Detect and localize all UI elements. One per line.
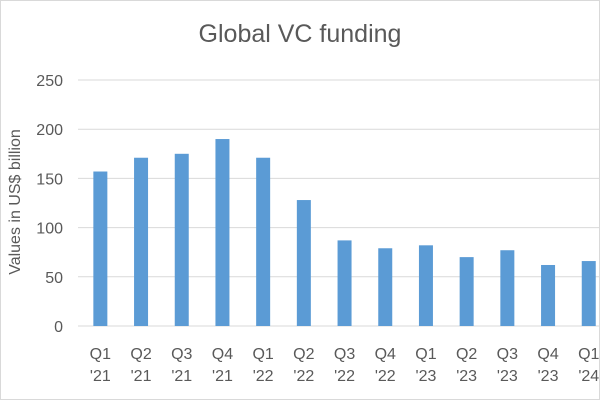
x-tick-label: Q1'21 (90, 346, 111, 385)
y-tick-label: 200 (36, 122, 63, 139)
bar (256, 157, 271, 326)
x-tick-label: Q4'23 (537, 346, 558, 385)
bars (93, 139, 596, 326)
x-tick-label: Q2'22 (293, 346, 314, 385)
x-tick-labels: Q1'21 Q2'21 Q3'21 Q4'21 Q1'22 Q2'22 Q3'22 Q4'22… (90, 346, 600, 385)
bar (93, 171, 108, 326)
x-tick-label: Q4'22 (375, 346, 396, 385)
x-tick-label: Q1'22 (252, 346, 273, 385)
x-tick-label: Q2'21 (130, 346, 151, 385)
y-tick-label: 100 (36, 221, 63, 238)
bar (337, 240, 352, 326)
y-axis-label: Values in US$ billion (7, 129, 24, 275)
x-tick-label: Q1'24 (578, 346, 599, 385)
bar (174, 153, 189, 326)
y-tick-label: 150 (36, 171, 63, 188)
x-tick-label: Q3'22 (334, 346, 355, 385)
y-tick-label: 0 (54, 319, 63, 336)
x-tick-label: Q2'23 (456, 346, 477, 385)
x-tick-label: Q3'23 (497, 346, 518, 385)
y-tick-label: 250 (36, 73, 63, 90)
bar (215, 139, 230, 326)
x-tick-label: Q1'23 (415, 346, 436, 385)
bar (378, 248, 393, 326)
x-tick-label: Q3'21 (171, 346, 192, 385)
x-tick-label: Q4'21 (212, 346, 233, 385)
chart-title: Global VC funding (198, 20, 402, 48)
bar (500, 250, 515, 326)
y-tick-labels: 0 50 100 150 200 250 (36, 73, 63, 336)
bar (418, 245, 433, 326)
y-tick-label: 50 (45, 270, 63, 287)
bar (459, 257, 474, 326)
bar (581, 261, 596, 326)
bar (296, 200, 311, 326)
bar (541, 264, 556, 326)
bar (134, 157, 149, 326)
